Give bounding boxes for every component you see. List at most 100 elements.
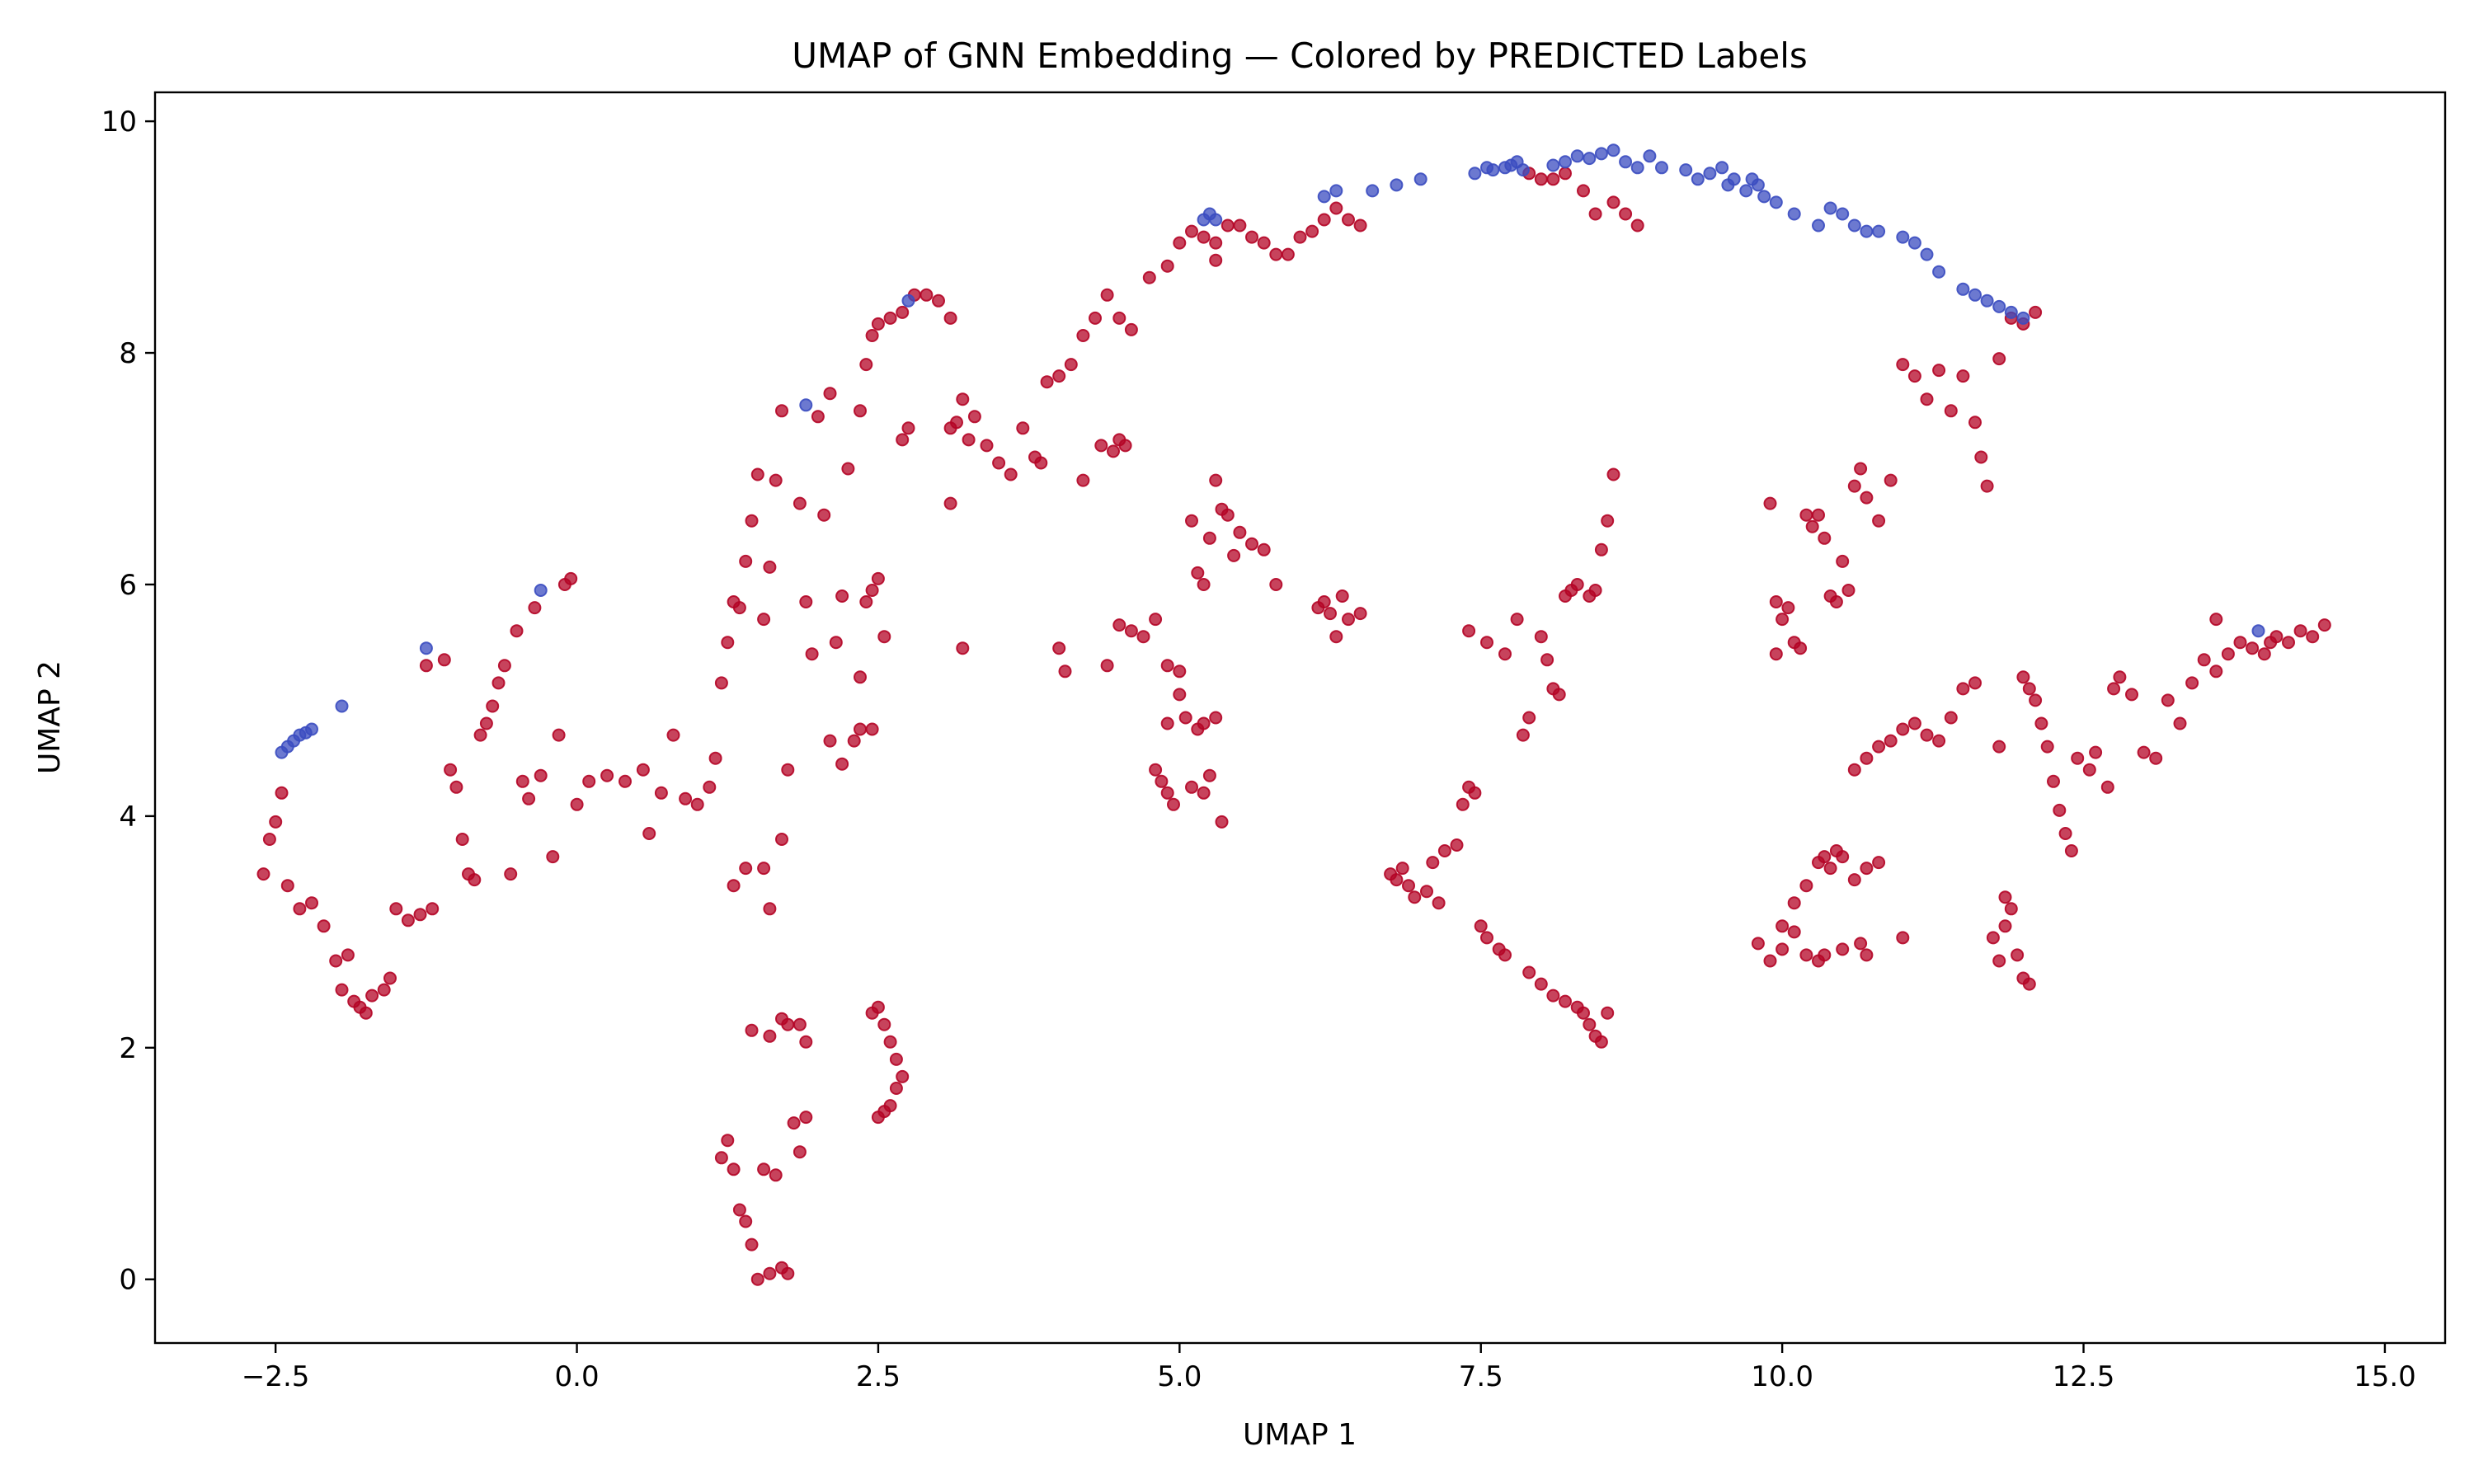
scatter-point-s1-49 [1823,201,1837,215]
scatter-point-s0-174 [1155,774,1169,788]
scatter-point-s1-33 [1630,161,1644,175]
scatter-point-s0-193 [1269,247,1283,261]
scatter-point-s0-192 [1257,236,1271,250]
scatter-point-s0-171 [1197,716,1211,730]
scatter-point-s0-96 [811,410,825,424]
scatter-point-s0-372 [2209,665,2223,679]
scatter-point-s0-306 [1776,919,1790,933]
scatter-point-s0-220 [1353,607,1367,621]
scatter-point-s0-110 [854,722,867,736]
scatter-point-s0-336 [2022,977,2036,991]
scatter-point-s0-27 [468,873,482,887]
scatter-point-s0-305 [1896,931,1910,945]
scatter-point-s1-42 [1739,184,1753,198]
scatter-point-s0-99 [829,636,843,650]
scatter-point-s0-297 [1776,942,1790,956]
scatter-point-s0-205 [1202,531,1216,545]
scatter-point-s0-244 [1583,1017,1597,1031]
scatter-point-s0-141 [1004,467,1018,481]
scatter-point-s0-183 [1142,270,1156,284]
scatter-point-s1-8 [534,584,548,597]
scatter-point-s0-235 [1480,931,1493,945]
scatter-point-s0-330 [1986,931,2000,945]
scatter-point-s0-91 [775,404,788,418]
scatter-point-s0-124 [865,329,879,342]
scatter-point-s0-1 [262,833,276,846]
scatter-point-s0-61 [750,1272,764,1286]
scatter-point-s1-28 [1570,149,1584,163]
scatter-point-s0-80 [775,833,788,846]
scatter-point-s0-74 [793,1017,807,1031]
scatter-point-s0-106 [871,571,885,585]
scatter-point-s0-90 [769,473,783,487]
scatter-point-s0-187 [1197,230,1211,244]
scatter-point-s0-196 [1305,224,1319,238]
scatter-point-s0-9 [335,983,349,997]
scatter-point-s0-160 [1052,641,1066,655]
scatter-point-s0-163 [1112,618,1126,632]
scatter-point-s0-333 [2004,902,2018,916]
y-tick-label: 2 [119,1032,137,1065]
scatter-point-s0-254 [1534,630,1548,644]
scatter-point-s0-31 [492,676,506,690]
scatter-point-s1-35 [1655,161,1668,175]
scatter-point-s0-89 [763,560,777,574]
scatter-point-s1-44 [1751,178,1765,192]
x-tick-label: −2.5 [242,1360,310,1393]
scatter-point-s0-324 [1974,450,1988,464]
scatter-point-s0-289 [1847,479,1861,493]
scatter-point-s0-166 [1149,613,1163,627]
scatter-point-s0-131 [943,311,957,325]
y-tick-label: 6 [119,569,137,602]
scatter-point-s0-354 [2040,740,2054,754]
scatter-point-s0-73 [781,1017,795,1031]
scatter-point-s0-161 [1058,665,1072,679]
scatter-point-s0-257 [1552,688,1566,702]
scatter-point-s0-43 [570,797,584,811]
scatter-point-s0-202 [1185,514,1198,528]
scatter-point-s0-343 [1907,716,1921,730]
scatter-point-s1-32 [1619,155,1633,169]
scatter-point-s0-322 [1956,369,1970,383]
scatter-point-s0-268 [1546,172,1560,186]
scatter-point-s0-374 [2233,636,2247,650]
scatter-point-s0-17 [389,902,403,916]
scatter-point-s0-239 [1534,977,1548,991]
scatter-point-s0-87 [750,467,764,481]
scatter-point-s0-210 [1233,525,1247,539]
scatter-point-s0-321 [1944,404,1958,418]
scatter-point-s0-101 [841,462,855,476]
scatter-point-s0-142 [1016,421,1030,435]
scatter-point-s0-243 [1577,1006,1590,1020]
scatter-point-s0-230 [1450,838,1464,852]
scatter-point-s0-69 [799,1111,813,1125]
plot-frame [153,91,2447,1345]
scatter-point-s0-224 [1402,879,1415,893]
scatter-point-s0-48 [642,827,656,840]
scatter-point-s1-26 [1546,158,1560,172]
scatter-point-s0-365 [2125,688,2138,702]
scatter-point-s0-358 [2064,844,2078,857]
scatter-point-s0-298 [1787,925,1801,939]
scatter-point-s0-367 [2149,751,2163,765]
scatter-point-s0-267 [1534,172,1548,186]
y-axis-label: UMAP 2 [33,660,67,774]
scatter-point-s0-68 [793,1145,807,1159]
scatter-point-s0-186 [1185,224,1198,238]
scatter-point-s0-307 [1787,896,1801,910]
scatter-point-s0-340 [1872,740,1886,754]
scatter-point-s0-317 [1896,358,1910,372]
scatter-point-s0-359 [2071,751,2085,765]
scatter-point-s0-29 [479,716,493,730]
scatter-point-s0-88 [757,613,771,627]
scatter-point-s0-337 [1998,890,2012,904]
scatter-point-s0-278 [1781,601,1795,615]
scatter-point-s0-189 [1221,218,1235,232]
scatter-point-s0-286 [1829,595,1843,608]
scatter-point-s0-288 [1841,584,1856,597]
scatter-point-s0-25 [455,833,469,846]
scatter-point-s0-94 [799,595,813,608]
scatter-point-s1-34 [1643,149,1657,163]
x-axis-label: UMAP 1 [1243,1418,1357,1452]
